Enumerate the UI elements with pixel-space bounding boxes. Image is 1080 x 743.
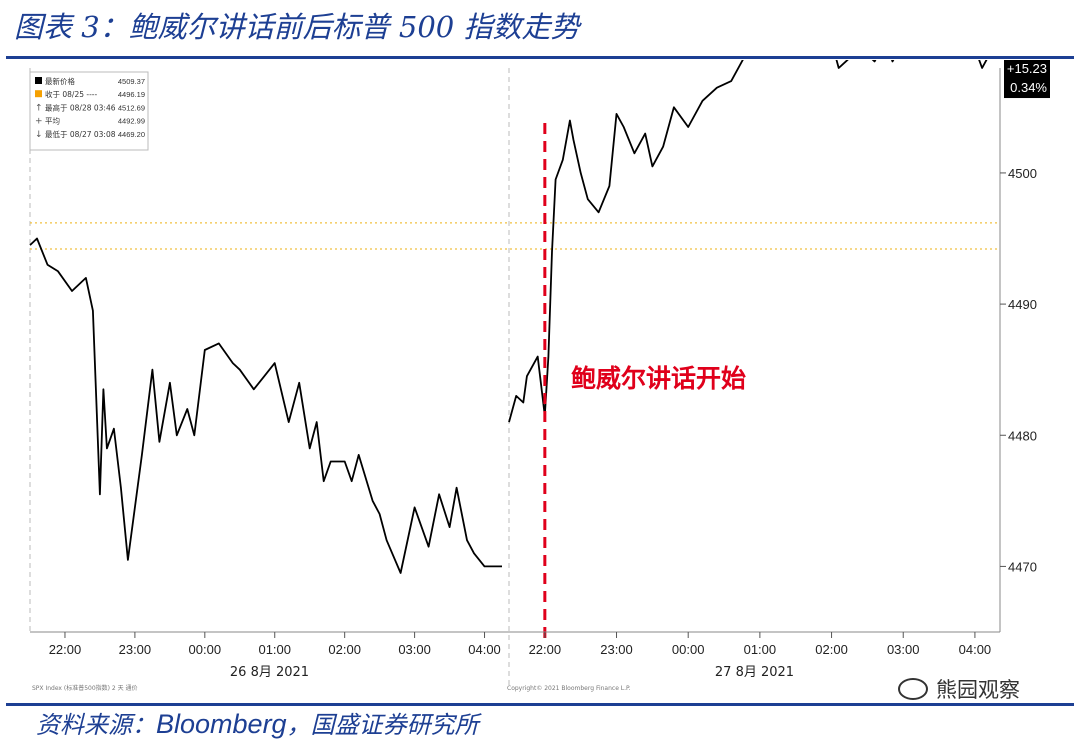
x-tick-label: 00:00 (189, 642, 222, 657)
source-name: Bloomberg (156, 709, 287, 739)
watermark-text: 熊园观察 (936, 678, 1020, 702)
legend-marker-square (35, 77, 42, 84)
legend-box (29, 71, 149, 151)
legend-value: 4512.69 (118, 103, 145, 112)
legend-label: 最高于 08/28 03:46 (45, 102, 116, 112)
x-tick-label: 04:00 (959, 642, 992, 657)
x-tick-label: 02:00 (328, 642, 361, 657)
legend-value: 4496.19 (118, 90, 145, 99)
legend-label: 收于 08/25 ---- (45, 89, 98, 99)
arrow-up-icon: ↑ (35, 103, 43, 113)
x-tick-label: 22:00 (49, 642, 82, 657)
x-tick-label: 23:00 (119, 642, 152, 657)
x-tick-label: 00:00 (672, 642, 705, 657)
x-tick-label: 22:00 (529, 642, 562, 657)
x-tick-label: 03:00 (887, 642, 920, 657)
x-tick-label: 23:00 (600, 642, 633, 657)
legend-value: 4469.20 (118, 130, 145, 139)
session-date-label: 26 8月 2021 (230, 665, 309, 680)
footnote-left: SPX Index (标准普500指数) 2 天 通价 (32, 684, 138, 692)
y-tick-label: 4480 (1008, 428, 1037, 443)
legend-value: 4509.37 (118, 77, 145, 86)
title-rule (6, 56, 1074, 59)
footnotes: SPX Index (标准普500指数) 2 天 通价 Copyright© 20… (32, 684, 631, 692)
session-date-label: 27 8月 2021 (715, 665, 794, 680)
source-prefix: 资料来源： (36, 711, 156, 739)
y-tick-label: 4470 (1008, 559, 1037, 574)
legend-label: 最新价格 (45, 76, 75, 86)
price-box-bg (1004, 60, 1050, 99)
footnote-right: Copyright© 2021 Bloomberg Finance L.P. (507, 685, 631, 692)
y-tick-label: 4490 (1008, 297, 1037, 312)
event-layer: 鲍威尔讲话开始 (543, 123, 746, 638)
legend-value: 4492.99 (118, 117, 145, 126)
source-rule (6, 703, 1074, 706)
source-suffix: ，国盛证券研究所 (286, 711, 479, 739)
price-series-1 (29, 237, 502, 574)
legend: 最新价格 4509.37 收于 08/25 ---- 4496.19 ↑ 最高于 08/2… (29, 71, 149, 151)
x-tick-label: 04:00 (468, 642, 501, 657)
y-tick-label: 4500 (1008, 166, 1037, 181)
reference-lines (30, 222, 1000, 250)
sp500-line-chart: 鲍威尔讲话开始 4470 4480 4490 4500 22:00 23:00 00:00 0… (29, 60, 1050, 692)
axis-layer: 4470 4480 4490 4500 22:00 23:00 00:00 01:00 02:0… (30, 68, 1037, 680)
legend-label: 最低于 08/27 03:08 (45, 129, 116, 139)
powell-speech-annotation: 鲍威尔讲话开始 (571, 364, 746, 393)
figure-title: 图表 3：鲍威尔讲话前后标普 500 指数走势 (14, 10, 580, 44)
plus-icon: + (35, 117, 43, 127)
x-tick-label: 03:00 (398, 642, 431, 657)
price-box: 4509.37+15.230.34% (1004, 60, 1050, 99)
price-change-pct: 0.34% (1010, 80, 1047, 95)
source-note: 资料来源：Bloomberg，国盛证券研究所 (36, 706, 479, 742)
legend-label: 平均 (45, 116, 60, 126)
x-tick-label: 02:00 (815, 642, 848, 657)
x-tick-label: 01:00 (744, 642, 777, 657)
series-layer (29, 60, 988, 574)
wechat-icon (898, 678, 928, 700)
watermark: 熊园观察 (898, 676, 1020, 704)
price-change: +15.23 (1007, 61, 1047, 76)
x-tick-label: 01:00 (258, 642, 291, 657)
legend-marker-square (35, 90, 42, 98)
arrow-down-icon: ↓ (35, 130, 43, 140)
price-series-2 (508, 60, 988, 423)
grid-layer (29, 68, 510, 688)
